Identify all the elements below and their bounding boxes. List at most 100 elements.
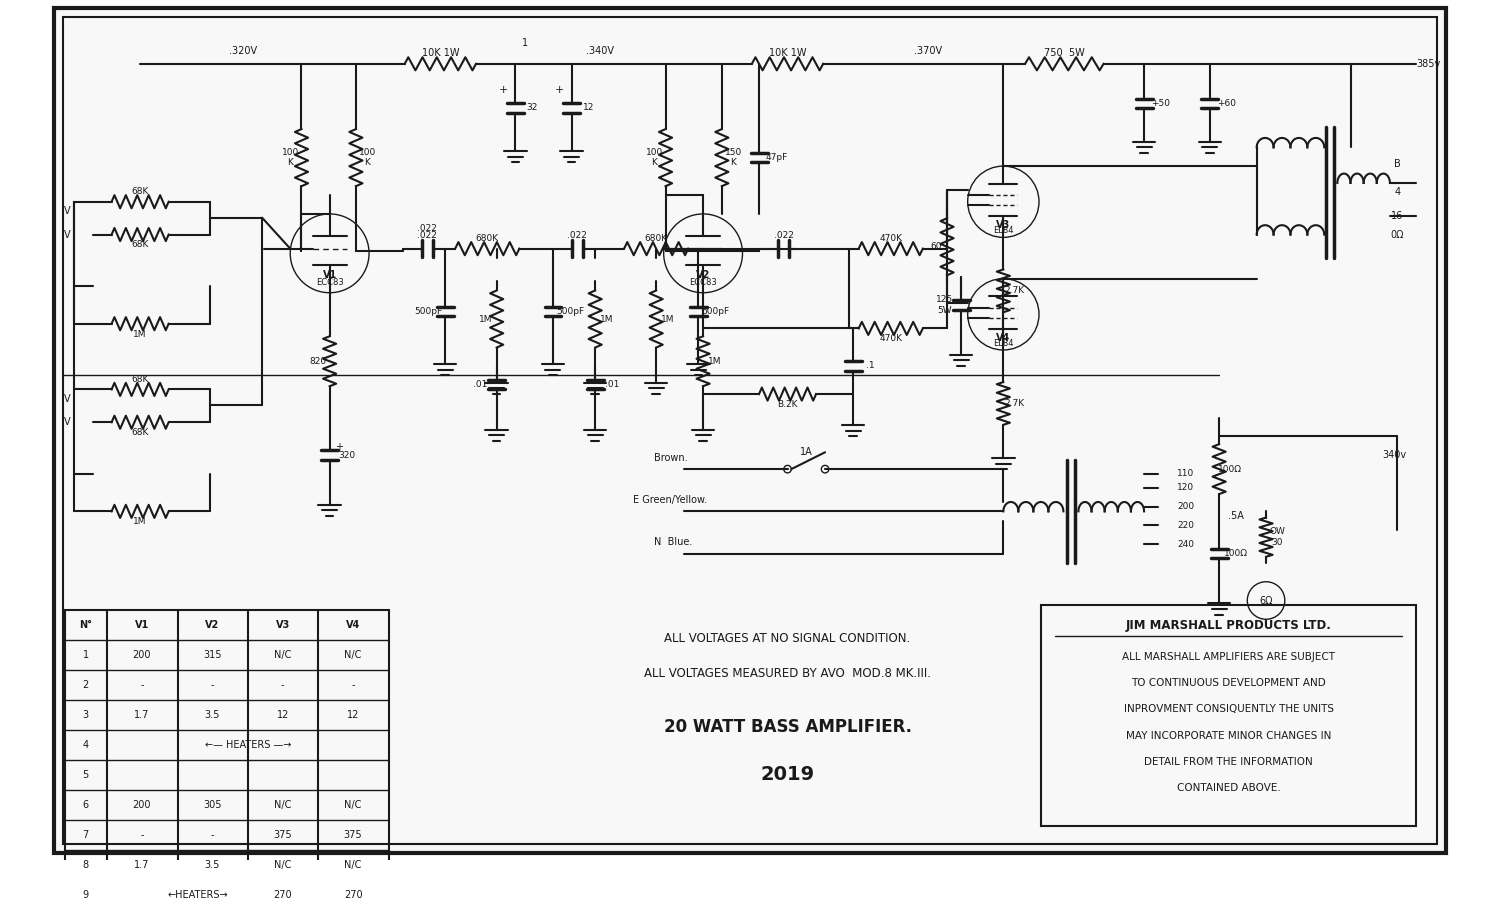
Text: V1: V1 bbox=[135, 620, 148, 630]
Text: 100Ω: 100Ω bbox=[1224, 549, 1248, 558]
Text: 1M: 1M bbox=[600, 315, 613, 324]
Text: V: V bbox=[63, 229, 70, 239]
Text: N/C: N/C bbox=[274, 800, 291, 810]
Text: 125
5W: 125 5W bbox=[936, 295, 952, 315]
Text: E Green/Yellow.: E Green/Yellow. bbox=[633, 495, 706, 505]
Text: 68K: 68K bbox=[132, 187, 148, 196]
Text: V: V bbox=[63, 206, 70, 216]
Text: 200: 200 bbox=[132, 800, 152, 810]
Text: ←HEATERS→: ←HEATERS→ bbox=[168, 890, 228, 900]
Text: 1M: 1M bbox=[708, 357, 722, 366]
Text: 110: 110 bbox=[1178, 470, 1194, 479]
Text: 270: 270 bbox=[344, 890, 363, 900]
Text: V1: V1 bbox=[322, 270, 338, 280]
Text: 4: 4 bbox=[82, 740, 88, 750]
Text: 47pF: 47pF bbox=[765, 153, 788, 162]
Text: .5A: .5A bbox=[1228, 511, 1244, 521]
Text: 68K: 68K bbox=[132, 374, 148, 383]
Text: 1.7: 1.7 bbox=[135, 710, 150, 720]
Text: 10K 1W: 10K 1W bbox=[770, 49, 807, 59]
Text: .1: .1 bbox=[865, 361, 874, 370]
Text: .370V: .370V bbox=[914, 46, 942, 56]
Text: 200: 200 bbox=[1178, 503, 1194, 511]
Text: 375: 375 bbox=[273, 830, 292, 840]
Text: 3.5: 3.5 bbox=[204, 860, 220, 870]
Text: B.2K: B.2K bbox=[777, 400, 798, 409]
Text: ECC83: ECC83 bbox=[688, 279, 717, 287]
Text: ALL VOLTAGES AT NO SIGNAL CONDITION.: ALL VOLTAGES AT NO SIGNAL CONDITION. bbox=[664, 632, 910, 645]
Text: .340V: .340V bbox=[586, 46, 613, 56]
Text: 1M: 1M bbox=[134, 329, 147, 338]
Text: 150
K: 150 K bbox=[724, 148, 741, 167]
Text: +50: +50 bbox=[1152, 99, 1170, 107]
Text: +60: +60 bbox=[1216, 99, 1236, 107]
Text: 600pF: 600pF bbox=[700, 307, 729, 316]
Text: N/C: N/C bbox=[345, 860, 362, 870]
Text: 5: 5 bbox=[82, 770, 88, 780]
Text: 100
K: 100 K bbox=[358, 148, 376, 167]
Text: B: B bbox=[1394, 160, 1401, 170]
Text: 385v: 385v bbox=[1416, 59, 1440, 69]
Text: V2: V2 bbox=[206, 620, 219, 630]
Text: 9: 9 bbox=[82, 890, 88, 900]
Text: V: V bbox=[63, 393, 70, 403]
Text: .022: .022 bbox=[417, 224, 436, 233]
Text: 60: 60 bbox=[930, 242, 942, 251]
Text: 2019: 2019 bbox=[760, 765, 814, 784]
Text: 1A: 1A bbox=[800, 447, 813, 458]
Text: 32: 32 bbox=[526, 104, 538, 113]
Text: MAY INCORPORATE MINOR CHANGES IN: MAY INCORPORATE MINOR CHANGES IN bbox=[1126, 731, 1330, 741]
Text: EL84: EL84 bbox=[993, 339, 1014, 348]
Text: .022: .022 bbox=[567, 231, 588, 240]
Text: 1M: 1M bbox=[478, 315, 492, 324]
Text: ALL VOLTAGES MEASURED BY AVO  MOD.8 MK.III.: ALL VOLTAGES MEASURED BY AVO MOD.8 MK.II… bbox=[644, 668, 932, 680]
Text: 240: 240 bbox=[1178, 540, 1194, 548]
Text: 820: 820 bbox=[310, 357, 327, 366]
Text: -: - bbox=[210, 830, 214, 840]
Text: .01: .01 bbox=[604, 381, 619, 389]
Text: 12: 12 bbox=[276, 710, 290, 720]
Text: 12: 12 bbox=[584, 104, 594, 113]
Text: 375: 375 bbox=[344, 830, 363, 840]
Text: 7: 7 bbox=[82, 830, 88, 840]
Text: 3: 3 bbox=[82, 710, 88, 720]
Text: 1M: 1M bbox=[660, 315, 674, 324]
Text: 100
K: 100 K bbox=[645, 148, 663, 167]
Text: 20 WATT BASS AMPLIFIER.: 20 WATT BASS AMPLIFIER. bbox=[663, 718, 912, 736]
Text: N  Blue.: N Blue. bbox=[654, 537, 693, 547]
Text: 680K: 680K bbox=[645, 234, 668, 243]
Text: 1.7: 1.7 bbox=[135, 860, 150, 870]
Text: 1: 1 bbox=[82, 650, 88, 660]
Text: 305: 305 bbox=[202, 800, 222, 810]
Text: 500pF: 500pF bbox=[414, 307, 442, 316]
Text: 2: 2 bbox=[82, 679, 88, 690]
Text: JIM MARSHALL PRODUCTS LTD.: JIM MARSHALL PRODUCTS LTD. bbox=[1125, 619, 1332, 633]
Text: Brown.: Brown. bbox=[654, 453, 688, 463]
Text: INPROVMENT CONSIQUENTLY THE UNITS: INPROVMENT CONSIQUENTLY THE UNITS bbox=[1124, 704, 1334, 714]
Text: 500pF: 500pF bbox=[556, 307, 584, 316]
Text: N/C: N/C bbox=[274, 650, 291, 660]
Text: 10K 1W: 10K 1W bbox=[422, 49, 459, 59]
Text: 6: 6 bbox=[82, 800, 88, 810]
Text: .320V: .320V bbox=[230, 46, 258, 56]
Text: 270: 270 bbox=[273, 890, 292, 900]
Text: 2.7K: 2.7K bbox=[1005, 399, 1025, 408]
Text: 2.7K: 2.7K bbox=[1005, 286, 1025, 295]
Text: DETAIL FROM THE INFORMATION: DETAIL FROM THE INFORMATION bbox=[1144, 757, 1312, 767]
Text: V2: V2 bbox=[696, 270, 709, 280]
Text: 6Ω: 6Ω bbox=[1260, 595, 1274, 605]
Text: +: + bbox=[498, 85, 508, 95]
Bar bbox=[1041, 605, 1416, 825]
Text: 470K: 470K bbox=[879, 334, 902, 343]
Text: .022: .022 bbox=[774, 231, 794, 240]
Text: -: - bbox=[140, 830, 144, 840]
Text: 12: 12 bbox=[346, 710, 360, 720]
Text: CONTAINED ABOVE.: CONTAINED ABOVE. bbox=[1176, 783, 1281, 793]
Text: 4: 4 bbox=[1395, 187, 1401, 197]
Text: ←— HEATERS —→: ←— HEATERS —→ bbox=[206, 740, 291, 750]
Text: N/C: N/C bbox=[345, 800, 362, 810]
Text: TO CONTINUOUS DEVELOPMENT AND: TO CONTINUOUS DEVELOPMENT AND bbox=[1131, 678, 1326, 688]
Text: 1: 1 bbox=[522, 39, 528, 49]
Text: V4: V4 bbox=[346, 620, 360, 630]
Text: 0Ω: 0Ω bbox=[1390, 229, 1404, 239]
